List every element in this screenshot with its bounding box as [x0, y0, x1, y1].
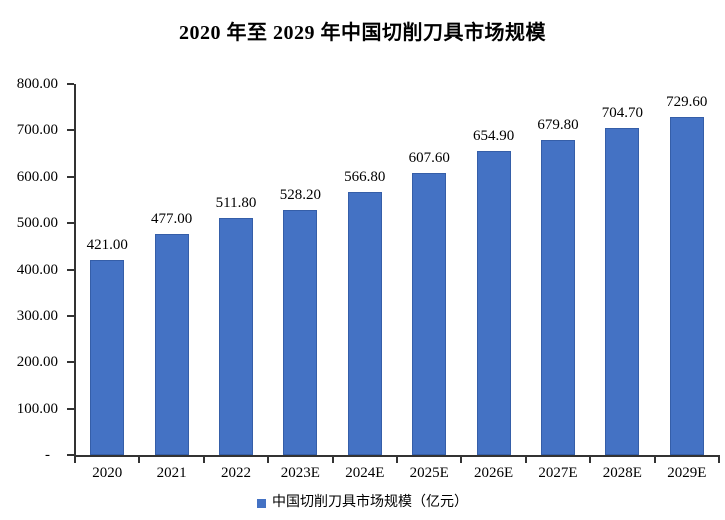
legend-marker-icon	[257, 498, 266, 508]
x-axis-tick	[589, 457, 592, 463]
bar	[154, 233, 189, 455]
x-axis-tick	[396, 457, 398, 463]
y-axis-tick	[67, 129, 74, 132]
y-axis-tick	[67, 222, 74, 225]
x-axis-label: 2025E	[409, 465, 449, 481]
y-tick-label: 300.00	[16, 307, 58, 324]
bar-value-label: 477.00	[150, 210, 193, 227]
x-axis-line	[74, 455, 720, 457]
x-axis-label: 2022	[221, 465, 251, 481]
bar-value-label: 704.70	[601, 105, 644, 122]
y-axis-tick	[67, 83, 74, 85]
y-tick-label: -	[45, 447, 50, 463]
x-axis-tick	[74, 457, 76, 463]
bar	[90, 259, 125, 455]
y-tick-label: 700.00	[16, 122, 58, 139]
bar	[219, 217, 253, 455]
x-axis-label: 2027E	[538, 465, 578, 481]
x-axis-tick	[718, 457, 720, 463]
chart-title: 2020 年至 2029 年中国切削刀具市场规模	[179, 22, 546, 44]
x-axis-label: 2028E	[602, 465, 642, 481]
bar-value-label: 511.80	[215, 194, 257, 211]
bar	[541, 139, 575, 455]
x-axis-label: 2029E	[667, 465, 707, 481]
x-axis-label: 2020	[92, 465, 123, 481]
y-tick-label: 100.00	[16, 400, 58, 417]
x-axis-tick	[331, 457, 334, 463]
y-tick-label: 600.00	[16, 168, 58, 185]
y-tick-label: 400.00	[16, 261, 58, 278]
y-axis-tick	[67, 454, 74, 456]
x-axis-tick	[653, 457, 656, 463]
x-axis-tick	[267, 457, 270, 463]
bar	[283, 210, 318, 455]
bar-value-label: 729.60	[666, 93, 708, 110]
bar	[605, 128, 640, 455]
bar	[347, 192, 382, 455]
y-axis-tick	[67, 268, 74, 271]
legend-label: 中国切削刀具市场规模（亿元）	[272, 495, 468, 510]
bar	[669, 116, 704, 455]
x-axis-tick	[460, 457, 463, 463]
y-axis-tick	[67, 314, 74, 317]
bar-value-label: 528.20	[279, 187, 322, 204]
bar-value-label: 566.80	[344, 169, 386, 186]
y-axis-tick	[67, 407, 74, 410]
y-tick-label: 500.00	[16, 215, 58, 232]
bar-value-label: 654.90	[472, 128, 515, 145]
bar-value-label: 607.60	[408, 150, 450, 167]
bar-value-label: 679.80	[537, 116, 579, 133]
x-axis-label: 2026E	[474, 465, 514, 481]
x-axis-label: 2024E	[345, 465, 385, 481]
y-axis-line	[74, 84, 76, 457]
x-axis-label: 2023E	[280, 465, 320, 481]
x-axis-tick	[202, 457, 205, 463]
y-tick-label: 200.00	[16, 354, 58, 371]
y-axis-tick	[67, 175, 74, 178]
y-axis-tick	[67, 361, 74, 364]
bar	[476, 151, 511, 455]
x-axis-tick	[138, 457, 141, 463]
legend: 中国切削刀具市场规模（亿元）	[0, 494, 725, 512]
x-axis-tick	[524, 457, 527, 463]
bar-value-label: 421.00	[86, 236, 128, 253]
x-axis-label: 2021	[156, 465, 187, 481]
bar	[412, 173, 447, 455]
y-tick-label: 800.00	[16, 76, 58, 92]
